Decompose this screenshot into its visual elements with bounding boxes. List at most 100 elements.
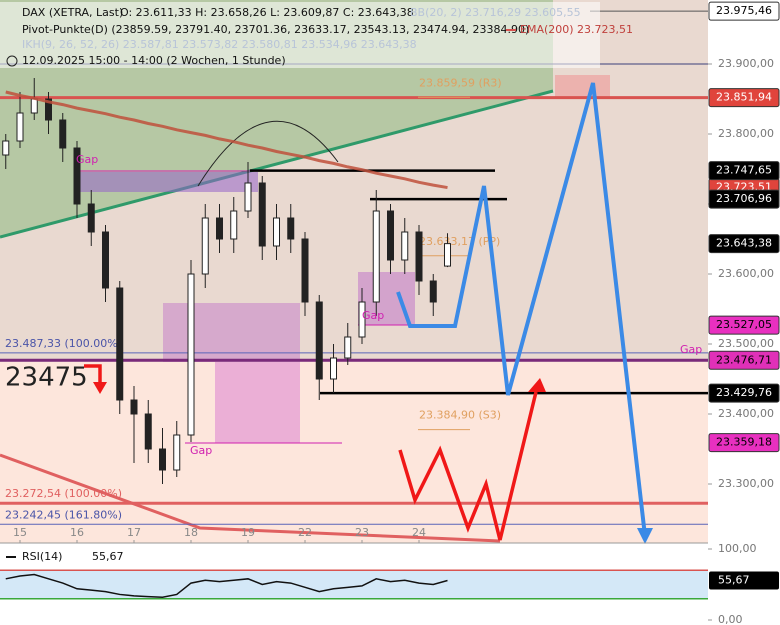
candle-body xyxy=(330,357,338,380)
x-tick-label: 24 xyxy=(412,526,426,539)
trend-line xyxy=(0,453,501,543)
candle-body xyxy=(258,182,266,247)
x-tick-label: 18 xyxy=(184,526,198,539)
arrow-head xyxy=(637,528,653,544)
price-tag xyxy=(708,383,780,403)
price-tag xyxy=(708,1,780,21)
price-tag-label: 23.527,05 xyxy=(716,318,772,331)
candle-body xyxy=(401,231,409,261)
annotation: 23.859,59 (R3) xyxy=(419,76,502,89)
pivot: Pivot-Punkte(D) (23859.59, 23791.40, 237… xyxy=(22,23,529,36)
instrument: DAX (XETRA, Last) xyxy=(22,6,123,19)
price-tag-label: 23.429,76 xyxy=(716,386,772,399)
zone xyxy=(555,75,610,97)
candle-body xyxy=(415,231,423,282)
candle-body xyxy=(2,140,10,156)
ema-line xyxy=(5,90,448,190)
price-tag xyxy=(708,161,780,181)
y-tick-label: 23.400,00 xyxy=(718,407,774,420)
candle-body xyxy=(87,203,95,233)
arc xyxy=(197,120,339,187)
annotation: 23.633,17 (PP) xyxy=(419,235,500,248)
arrow xyxy=(84,364,102,384)
candle-body xyxy=(144,413,152,450)
gap-label: Gap xyxy=(76,153,98,166)
rsi-tag-label: 55,67 xyxy=(718,573,750,586)
rsi-value: 55,67 xyxy=(92,550,124,563)
candle-body xyxy=(344,336,352,359)
y-tick-label: 23.500,00 xyxy=(718,337,774,350)
annotation: 23.242,45 (161.80%) xyxy=(5,508,122,521)
candle-body xyxy=(273,217,281,247)
big-label: 23475 xyxy=(5,363,88,393)
price-tag xyxy=(708,350,780,370)
gap-label: Gap xyxy=(362,309,384,322)
candle-body xyxy=(358,301,366,338)
candle-body xyxy=(187,273,195,436)
rsi-tag xyxy=(709,571,779,590)
candle-body xyxy=(315,301,323,380)
price-tag-label: 23.643,38 xyxy=(716,237,772,250)
x-tick-label: 22 xyxy=(298,526,312,539)
candle-body xyxy=(244,182,252,212)
price-tag xyxy=(708,189,780,209)
annotation: 23.272,54 (100.00%) xyxy=(5,487,122,500)
candle-body xyxy=(387,210,395,261)
price-tag xyxy=(708,88,780,108)
candle-body xyxy=(130,399,138,415)
candle-body xyxy=(372,210,380,303)
bb: BB(20, 2) 23.716,29 23.605,55 xyxy=(410,6,581,19)
candle-body xyxy=(16,112,24,142)
arrow-head xyxy=(93,382,107,394)
price-tag-label: 23.747,65 xyxy=(716,164,772,177)
price-tag xyxy=(708,433,780,453)
price-tag-label: 23.706,96 xyxy=(716,192,772,205)
annotation: 23.384,90 (S3) xyxy=(419,409,501,422)
ohlc: O: 23.611,33 H: 23.658,26 L: 23.609,87 C… xyxy=(120,6,414,19)
price-tag-label: 23.851,94 xyxy=(716,91,772,104)
candle-body xyxy=(429,280,437,303)
candle-body xyxy=(45,98,53,121)
candle-body xyxy=(59,119,67,149)
x-tick-label: 19 xyxy=(241,526,255,539)
y-tick-label: 23.900,00 xyxy=(718,57,774,70)
price-tag xyxy=(708,315,780,335)
candle-body xyxy=(173,434,181,471)
forecast-path xyxy=(398,391,538,541)
candle-body xyxy=(73,147,81,205)
price-tag-label: 23.476,71 xyxy=(716,353,772,366)
gap-label: Gap xyxy=(190,444,212,457)
clock-icon xyxy=(6,55,18,67)
x-tick-label: 16 xyxy=(70,526,84,539)
gap-zone xyxy=(215,362,300,443)
legend-box xyxy=(0,2,600,68)
candle-body xyxy=(201,217,209,275)
candle-body xyxy=(287,217,295,240)
candle-body xyxy=(116,287,124,401)
y-tick-label: 23.800,00 xyxy=(718,127,774,140)
candle-body xyxy=(444,243,452,267)
x-tick-label: 15 xyxy=(13,526,27,539)
x-tick-label: 23 xyxy=(355,526,369,539)
price-tag xyxy=(708,234,780,254)
arrow-head xyxy=(528,378,546,392)
x-tick-label: 17 xyxy=(127,526,141,539)
y-tick-label: 23.600,00 xyxy=(718,267,774,280)
candle-body xyxy=(159,448,167,471)
period: 12.09.2025 15:00 - 14:00 (2 Wochen, 1 St… xyxy=(22,54,286,67)
ema-legend: EMA(200) 23.723,51 xyxy=(520,23,633,36)
rsi-line xyxy=(5,573,448,599)
candle-body xyxy=(30,98,38,114)
candle-body xyxy=(216,217,224,240)
rsi-name: RSI(14) xyxy=(22,550,62,563)
candle-body xyxy=(102,231,110,289)
price-tag-label: 23.975,46 xyxy=(716,4,772,17)
gap-zone xyxy=(78,172,258,192)
y-tick-label: 23.300,00 xyxy=(718,477,774,490)
gap-zone xyxy=(163,303,300,362)
candle-body xyxy=(230,210,238,240)
candle-body xyxy=(301,238,309,303)
price-tag-label: 23.359,18 xyxy=(716,436,772,449)
